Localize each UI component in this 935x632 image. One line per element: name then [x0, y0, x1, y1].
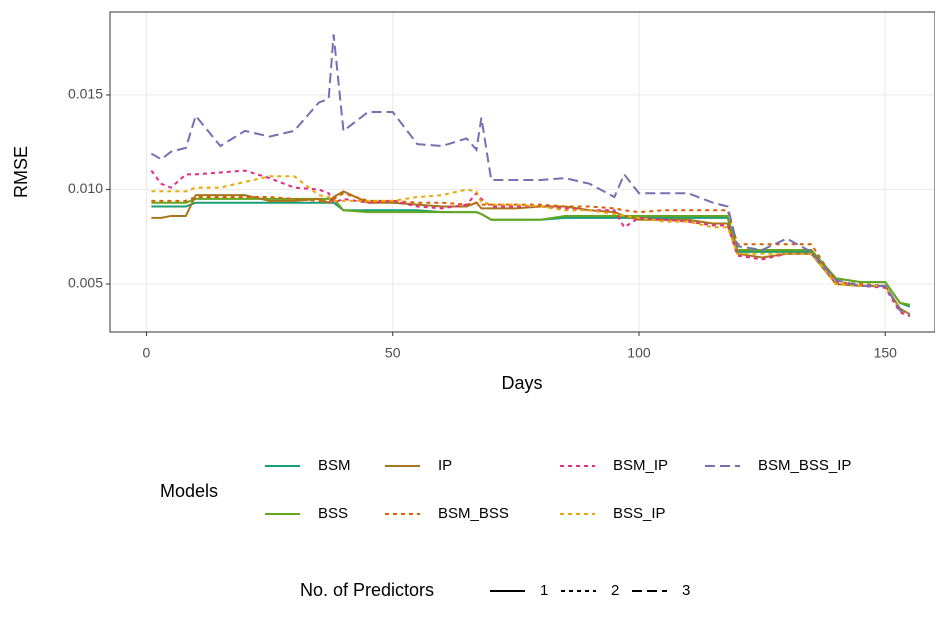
- x-tick-label: 0: [143, 345, 151, 361]
- legend-label: BSM_BSS: [438, 505, 509, 522]
- legend-label: BSS: [318, 505, 348, 522]
- y-tick-label: 0.015: [68, 86, 103, 102]
- x-tick-label: 50: [385, 345, 401, 361]
- x-axis-label: Days: [501, 373, 542, 393]
- x-tick-label: 150: [874, 345, 898, 361]
- legend-label: BSS_IP: [613, 505, 666, 522]
- y-axis-label: RMSE: [11, 146, 31, 198]
- data-line: [151, 175, 911, 316]
- legend-title: Models: [160, 481, 218, 501]
- legend-label: IP: [438, 457, 452, 474]
- x-tick-label: 100: [627, 345, 651, 361]
- y-tick-label: 0.010: [68, 180, 103, 196]
- linetype-label: 1: [540, 582, 548, 599]
- data-line: [150, 169, 911, 318]
- legend-label: BSM: [318, 457, 351, 474]
- linetype-label: 2: [611, 582, 619, 599]
- legend-label: BSM_BSS_IP: [758, 457, 851, 474]
- plot-background: [110, 12, 935, 332]
- y-tick-label: 0.005: [68, 275, 103, 291]
- linetype-legend-title: No. of Predictors: [300, 580, 434, 600]
- plot-border: [109, 11, 935, 333]
- data-line: [151, 192, 911, 317]
- data-line: [151, 190, 911, 316]
- data-line: [150, 34, 911, 316]
- legend-label: BSM_IP: [613, 457, 668, 474]
- linetype-label: 3: [682, 582, 690, 599]
